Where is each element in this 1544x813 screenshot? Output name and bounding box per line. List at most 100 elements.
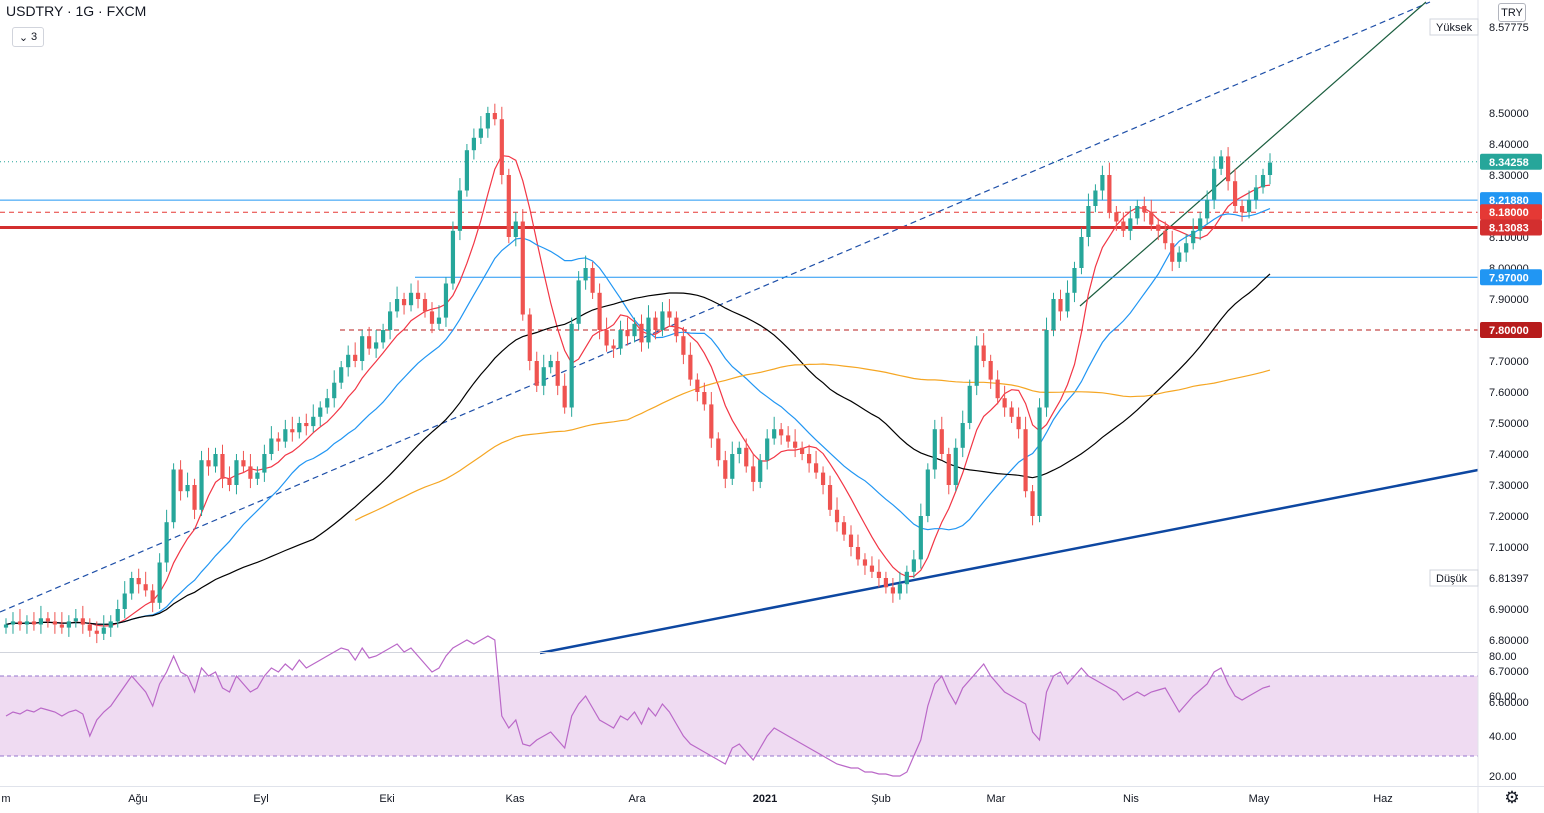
candle[interactable] <box>806 454 812 464</box>
candle[interactable] <box>1030 491 1035 516</box>
candle[interactable] <box>981 345 986 362</box>
candle[interactable] <box>1093 190 1098 207</box>
candle[interactable] <box>471 137 476 151</box>
candle[interactable] <box>297 423 302 433</box>
candle[interactable] <box>1142 206 1147 213</box>
candle[interactable] <box>890 587 895 594</box>
candle[interactable] <box>157 562 162 603</box>
candle[interactable] <box>744 447 749 467</box>
candle[interactable] <box>443 283 449 318</box>
candle[interactable] <box>185 485 190 492</box>
candle[interactable] <box>360 336 365 361</box>
candle[interactable] <box>716 438 721 461</box>
candle[interactable] <box>925 469 930 517</box>
candle[interactable] <box>946 454 951 485</box>
candle[interactable] <box>171 469 176 523</box>
candle[interactable] <box>24 621 30 625</box>
candle[interactable] <box>674 317 679 337</box>
candle[interactable] <box>1051 299 1056 330</box>
candle[interactable] <box>367 336 372 349</box>
candle[interactable] <box>834 509 840 523</box>
candle[interactable] <box>1079 237 1084 268</box>
symbol-legend[interactable]: USDTRY · 1G · FXCM <box>6 3 147 19</box>
price-pane[interactable] <box>0 1 1479 655</box>
candle[interactable] <box>667 311 672 318</box>
candle[interactable] <box>932 429 937 470</box>
candle[interactable] <box>101 627 106 634</box>
candle[interactable] <box>346 354 351 368</box>
candle[interactable] <box>422 299 428 312</box>
candle[interactable] <box>1205 199 1210 219</box>
candle[interactable] <box>876 571 882 578</box>
candle[interactable] <box>1072 268 1077 293</box>
candle[interactable] <box>108 621 113 628</box>
candle[interactable] <box>1037 407 1042 517</box>
candle[interactable] <box>653 317 658 330</box>
candle[interactable] <box>1253 187 1259 200</box>
candle[interactable] <box>639 323 644 343</box>
candle[interactable] <box>1198 218 1203 231</box>
candle[interactable] <box>485 113 490 129</box>
candle[interactable] <box>1212 168 1217 200</box>
candle[interactable] <box>660 311 665 330</box>
candle[interactable] <box>1121 221 1126 231</box>
candle[interactable] <box>325 398 330 408</box>
candle[interactable] <box>841 522 847 535</box>
candle[interactable] <box>988 361 993 380</box>
candle[interactable] <box>786 435 791 442</box>
candle[interactable] <box>1002 398 1007 408</box>
candle[interactable] <box>436 317 442 324</box>
candle[interactable] <box>548 361 553 368</box>
candle[interactable] <box>269 438 274 455</box>
candle[interactable] <box>765 438 770 461</box>
candle[interactable] <box>227 478 232 485</box>
candle[interactable] <box>911 559 916 572</box>
candle[interactable] <box>723 460 728 479</box>
candle[interactable] <box>918 516 923 560</box>
candle[interactable] <box>129 578 134 594</box>
candle[interactable] <box>374 342 379 349</box>
candle[interactable] <box>513 221 518 238</box>
candle[interactable] <box>115 609 120 622</box>
candle[interactable] <box>702 392 707 405</box>
candle[interactable] <box>1128 218 1133 231</box>
level-tag[interactable] <box>1480 269 1542 286</box>
level-tag[interactable] <box>1480 219 1542 236</box>
rsi-pane[interactable] <box>0 635 1544 777</box>
candle[interactable] <box>625 330 630 337</box>
candle[interactable] <box>87 624 92 631</box>
candle[interactable] <box>1156 224 1161 231</box>
candle[interactable] <box>478 128 483 138</box>
candle[interactable] <box>450 230 456 284</box>
candle[interactable] <box>904 571 909 585</box>
candle[interactable] <box>276 438 281 442</box>
candle[interactable] <box>1191 230 1196 244</box>
candle[interactable] <box>304 423 309 427</box>
indicators-toggle-button[interactable]: ⌄ 3 <box>12 27 44 47</box>
trendline[interactable] <box>539 468 1479 655</box>
candle[interactable] <box>688 354 693 380</box>
candle[interactable] <box>401 299 407 306</box>
candle[interactable] <box>995 379 1000 399</box>
candle[interactable] <box>730 454 735 479</box>
candle[interactable] <box>1219 156 1224 169</box>
candle[interactable] <box>3 624 9 628</box>
candle[interactable] <box>646 317 651 343</box>
candle[interactable] <box>869 565 875 572</box>
candle[interactable] <box>31 621 37 625</box>
candle[interactable] <box>855 547 861 560</box>
candle[interactable] <box>1232 181 1238 206</box>
candle[interactable] <box>220 454 225 479</box>
candle[interactable] <box>429 311 435 324</box>
level-tag[interactable] <box>1480 322 1542 338</box>
gear-icon[interactable]: ⚙ <box>1504 788 1520 807</box>
candle[interactable] <box>59 624 64 628</box>
candle[interactable] <box>562 385 567 408</box>
candle[interactable] <box>813 463 819 473</box>
candle[interactable] <box>464 150 470 191</box>
candle[interactable] <box>597 292 602 330</box>
candle[interactable] <box>1163 230 1168 244</box>
candle[interactable] <box>827 485 833 510</box>
candle[interactable] <box>506 175 511 237</box>
